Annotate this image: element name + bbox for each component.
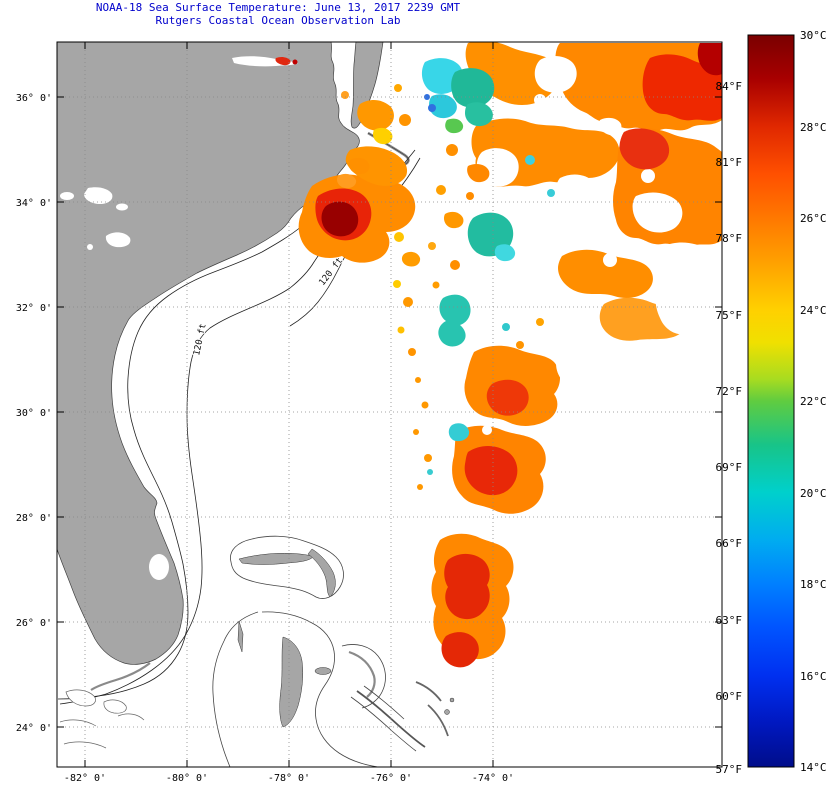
- colorbar-f-label: 63°F: [716, 614, 743, 627]
- new-providence-island: [314, 667, 332, 675]
- land-mass: [57, 42, 360, 665]
- y-tick-label: 30° 0': [16, 408, 52, 419]
- x-tick-label: -82° 0': [64, 773, 106, 784]
- colorbar-f-label: 78°F: [716, 232, 743, 245]
- x-tick-label: -78° 0': [268, 773, 310, 784]
- colorbar-f-label: 81°F: [716, 156, 743, 169]
- colorbar-c-label: 14°C: [800, 761, 827, 774]
- long-island-bahamas: [427, 704, 449, 737]
- bimini-island: [237, 620, 244, 653]
- x-tick-label: -76° 0': [370, 773, 412, 784]
- colorbar: [747, 34, 795, 768]
- y-tick-label: 26° 0': [16, 618, 52, 629]
- figure-subtitle: Rutgers Coastal Ocean Observation Lab: [155, 14, 400, 27]
- y-tick-label: 32° 0': [16, 303, 52, 314]
- x-tick-label: -74° 0': [472, 773, 514, 784]
- abaco-island: [307, 548, 336, 598]
- florida-keys: [90, 662, 151, 691]
- colorbar-f-label: 72°F: [716, 385, 743, 398]
- plot-frame: [56, 41, 723, 768]
- colorbar-c-label: 24°C: [800, 304, 827, 317]
- colorbar-f-label: 69°F: [716, 461, 743, 474]
- y-tick-label: 24° 0': [16, 723, 52, 734]
- x-axis-labels: -82° 0' -80° 0' -78° 0' -76° 0' -74° 0': [64, 773, 514, 784]
- colorbar-f-label: 84°F: [716, 80, 743, 93]
- cat-island: [415, 681, 442, 702]
- colorbar-f-label: 75°F: [716, 309, 743, 322]
- colorbar-c-label: 20°C: [800, 487, 827, 500]
- colorbar-c-label: 30°C: [800, 29, 827, 42]
- colorbar-celsius-labels: 30°C 28°C 26°C 24°C 22°C 20°C 18°C 16°C …: [800, 29, 827, 774]
- colorbar-f-label: 66°F: [716, 537, 743, 550]
- sst-data-layer: [275, 42, 722, 668]
- colorbar-f-label: 57°F: [716, 763, 743, 776]
- colorbar-c-label: 18°C: [800, 578, 827, 591]
- colorbar-group: 30°C 28°C 26°C 24°C 22°C 20°C 18°C 16°C …: [716, 29, 827, 776]
- florida-bay-shoals: [59, 689, 145, 749]
- colorbar-c-label: 28°C: [800, 121, 827, 134]
- andros-island: [279, 636, 304, 728]
- grand-bahama-island: [238, 552, 315, 565]
- colorbar-fahrenheit-labels: 84°F 81°F 78°F 75°F 72°F 69°F 66°F 63°F …: [716, 80, 743, 776]
- bahamas-layer: [59, 535, 455, 767]
- y-tick-label: 28° 0': [16, 513, 52, 524]
- colorbar-c-label: 16°C: [800, 670, 827, 683]
- colorbar-f-label: 60°F: [716, 690, 743, 703]
- axis-ticks: [57, 42, 722, 767]
- colorbar-c-label: 22°C: [800, 395, 827, 408]
- map-content: 120 ft 120 ft: [57, 42, 722, 767]
- grid-lines: [57, 42, 722, 767]
- x-tick-label: -80° 0': [166, 773, 208, 784]
- colorbar-c-label: 26°C: [800, 212, 827, 225]
- y-tick-label: 34° 0': [16, 198, 52, 209]
- exuma-chain: [356, 690, 426, 748]
- y-tick-label: 36° 0': [16, 93, 52, 104]
- lake-okeechobee: [149, 554, 169, 580]
- y-axis-labels: 36° 0' 34° 0' 32° 0' 30° 0' 28° 0' 26° 0…: [16, 93, 52, 734]
- figure-title: NOAA-18 Sea Surface Temperature: June 13…: [96, 1, 461, 14]
- scattered-warm-specks: [393, 144, 544, 490]
